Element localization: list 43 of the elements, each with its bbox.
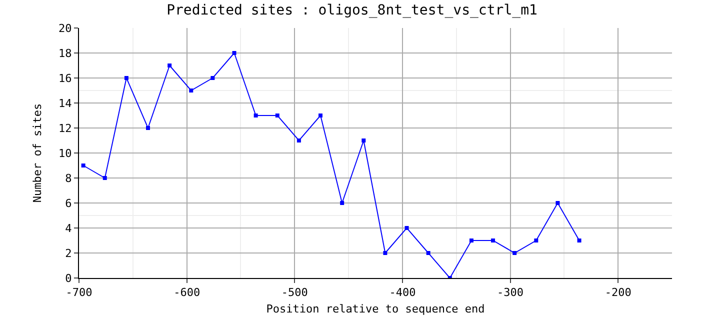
y-tick-label: 16	[58, 72, 72, 85]
point	[426, 251, 430, 255]
point	[81, 164, 86, 168]
point	[534, 238, 538, 242]
point	[168, 64, 172, 68]
y-tick-label: 20	[58, 22, 72, 35]
point	[404, 226, 409, 230]
point	[383, 251, 388, 255]
x-axis-title: Position relative to sequence end	[266, 302, 485, 316]
x-tick-label: -600	[174, 286, 200, 300]
point	[102, 176, 107, 180]
point	[146, 126, 150, 130]
point	[232, 51, 236, 55]
y-tick-label: 6	[65, 196, 72, 210]
y-tick-label: 4	[65, 222, 72, 235]
point	[275, 114, 280, 118]
y-axis-title: Number of sites	[31, 103, 44, 203]
y-tick-label: 12	[58, 122, 72, 135]
x-tick-label: -300	[497, 286, 524, 300]
x-tick-label: -500	[281, 286, 308, 300]
point	[124, 76, 128, 80]
y-tick-label: 14	[58, 96, 72, 110]
x-tick-label: -200	[604, 286, 632, 300]
point	[577, 238, 582, 242]
y-tick-label: 8	[65, 172, 72, 185]
point	[362, 138, 366, 142]
point	[318, 114, 323, 118]
chart-title: Predicted sites : oligos_8nt_test_vs_ctrl_m1	[166, 2, 538, 19]
point	[491, 238, 496, 242]
y-tick-label: 0	[65, 272, 72, 285]
point	[469, 238, 474, 242]
x-tick-label: -700	[66, 286, 92, 300]
point	[210, 76, 215, 80]
y-tick-label: 2	[65, 246, 72, 260]
y-tick-label: 18	[58, 46, 72, 60]
point	[189, 88, 194, 92]
point	[254, 114, 258, 118]
point	[556, 201, 560, 205]
point	[296, 138, 301, 142]
x-tick-label: -400	[389, 286, 416, 300]
point	[512, 251, 517, 255]
point	[340, 201, 344, 205]
y-tick-label: 10	[58, 146, 72, 160]
